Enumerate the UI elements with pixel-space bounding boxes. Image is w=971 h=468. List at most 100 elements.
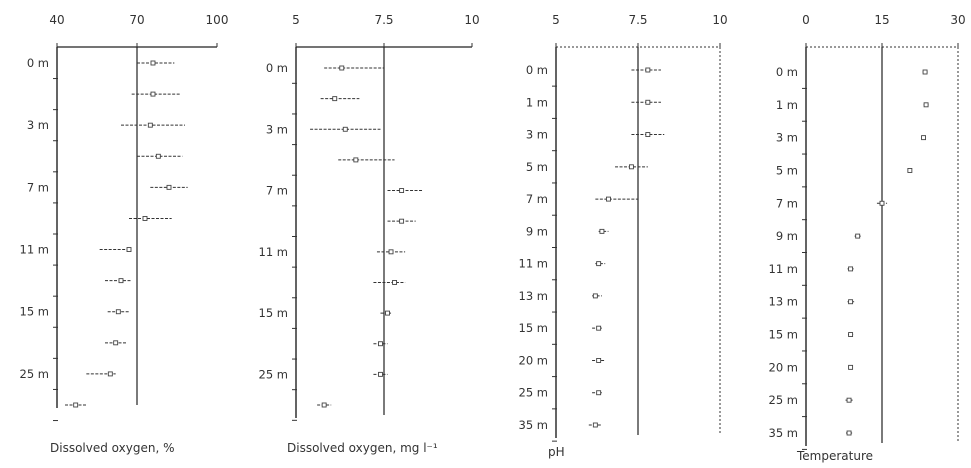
x-tick-label: 30 bbox=[950, 13, 965, 27]
data-point bbox=[596, 261, 602, 267]
data-point bbox=[342, 126, 348, 132]
data-point bbox=[628, 164, 634, 170]
data-point bbox=[599, 228, 605, 234]
data-point bbox=[846, 430, 852, 436]
depth-label: 1 m bbox=[526, 95, 548, 109]
data-point bbox=[848, 266, 854, 272]
depth-label: 20 m bbox=[769, 360, 799, 374]
data-point bbox=[596, 390, 602, 396]
data-point bbox=[126, 247, 132, 252]
chart-panel-2: 5 7.5 10 0 m 3 m 7 m 11 m 15 m 25 m Dissolved oxy… bbox=[259, 13, 480, 455]
x-tick-label: 40 bbox=[49, 13, 64, 27]
depth-label: 35 m bbox=[519, 418, 549, 432]
x-axis-label: Dissolved oxygen, mg l⁻¹ bbox=[287, 441, 438, 455]
data-point bbox=[645, 99, 651, 105]
depth-label: 15 m bbox=[259, 306, 289, 320]
data-point bbox=[107, 371, 113, 377]
data-point bbox=[848, 332, 854, 337]
data-point bbox=[113, 340, 119, 346]
x-tick-label: 70 bbox=[129, 13, 144, 27]
depth-label: 15 m bbox=[519, 321, 549, 335]
depth-label: 11 m bbox=[20, 243, 50, 257]
x-tick-label: 0 bbox=[802, 13, 810, 27]
depth-label: 3 m bbox=[526, 128, 548, 142]
x-tick-label: 10 bbox=[464, 13, 479, 27]
x-tick-label: 5 bbox=[552, 13, 560, 27]
depth-label: 11 m bbox=[769, 262, 799, 276]
data-point bbox=[115, 309, 121, 315]
x-tick-label: 10 bbox=[712, 13, 727, 27]
depth-label: 20 m bbox=[519, 353, 549, 367]
depth-label: 0 m bbox=[266, 61, 288, 75]
depth-label: 25 m bbox=[259, 367, 289, 381]
chart-panel-1: 40 70 100 0 m 3 m 7 m 11 m 15 m 25 m Dissolved ox… bbox=[20, 13, 229, 455]
depth-label: 7 m bbox=[776, 196, 798, 210]
data-point bbox=[596, 358, 602, 363]
data-point bbox=[388, 249, 394, 255]
data-point bbox=[339, 65, 345, 71]
depth-label: 5 m bbox=[526, 160, 548, 174]
x-axis-label: pH bbox=[548, 445, 565, 459]
depth-label: 9 m bbox=[776, 229, 798, 243]
data-point bbox=[846, 397, 852, 403]
data-point bbox=[855, 233, 861, 239]
data-point bbox=[147, 122, 153, 128]
depth-label: 7 m bbox=[266, 184, 288, 198]
x-axis-label: Temperature bbox=[796, 449, 873, 463]
x-tick-label: 7.5 bbox=[628, 13, 647, 27]
data-point bbox=[332, 96, 338, 102]
data-point bbox=[848, 364, 854, 370]
depth-label: 35 m bbox=[769, 426, 799, 440]
depth-label: 15 m bbox=[20, 305, 50, 319]
depth-label: 0 m bbox=[27, 56, 49, 70]
depth-label: 3 m bbox=[776, 131, 798, 145]
data-point bbox=[142, 216, 148, 221]
data-point bbox=[118, 278, 124, 284]
data-point bbox=[645, 132, 651, 137]
data-point bbox=[606, 196, 611, 202]
depth-label: 0 m bbox=[526, 63, 548, 77]
data-point bbox=[921, 135, 926, 141]
data-point bbox=[150, 91, 156, 97]
data-point bbox=[592, 422, 598, 428]
data-point bbox=[399, 218, 405, 224]
depth-label: 25 m bbox=[519, 386, 549, 400]
data-point bbox=[399, 188, 405, 193]
data-point bbox=[378, 341, 383, 347]
data-point bbox=[907, 168, 913, 173]
depth-label: 25 m bbox=[769, 393, 799, 407]
data-point bbox=[879, 200, 885, 206]
x-tick-label: 15 bbox=[874, 13, 889, 27]
data-point bbox=[150, 60, 156, 66]
chart-panel-4: 0 15 30 0 m 1 m 3 m 5 m 7 m 9 m 11 m 13 m 15 m 20 m 2… bbox=[769, 13, 966, 463]
x-tick-label: 100 bbox=[206, 13, 229, 27]
data-point bbox=[166, 184, 172, 190]
depth-label: 5 m bbox=[776, 163, 798, 177]
x-tick-label: 7.5 bbox=[374, 13, 393, 27]
data-point bbox=[923, 102, 929, 108]
depth-label: 13 m bbox=[519, 289, 549, 303]
data-point bbox=[385, 310, 390, 316]
data-point bbox=[645, 67, 651, 73]
depth-label: 3 m bbox=[27, 118, 49, 132]
depth-label: 11 m bbox=[259, 245, 289, 259]
data-point bbox=[353, 157, 359, 163]
x-axis-label: Dissolved oxygen, % bbox=[50, 441, 174, 455]
chart-panel-3: 5 7.5 10 0 m 1 m 3 m 5 m 7 m 9 m 11 m 13 m 15 m 20 m… bbox=[519, 13, 728, 459]
depth-label: 13 m bbox=[769, 295, 799, 309]
data-point bbox=[848, 299, 854, 305]
depth-label: 9 m bbox=[526, 224, 548, 238]
data-point bbox=[73, 402, 79, 408]
depth-label: 11 m bbox=[519, 257, 549, 271]
depth-label: 7 m bbox=[526, 192, 548, 206]
data-point bbox=[155, 153, 161, 159]
data-point bbox=[592, 293, 598, 299]
depth-label: 0 m bbox=[776, 65, 798, 79]
data-point bbox=[392, 280, 398, 285]
data-point bbox=[596, 325, 602, 331]
depth-label: 15 m bbox=[769, 328, 799, 342]
depth-label: 3 m bbox=[266, 122, 288, 136]
data-point bbox=[321, 402, 327, 408]
depth-label: 7 m bbox=[27, 180, 49, 194]
